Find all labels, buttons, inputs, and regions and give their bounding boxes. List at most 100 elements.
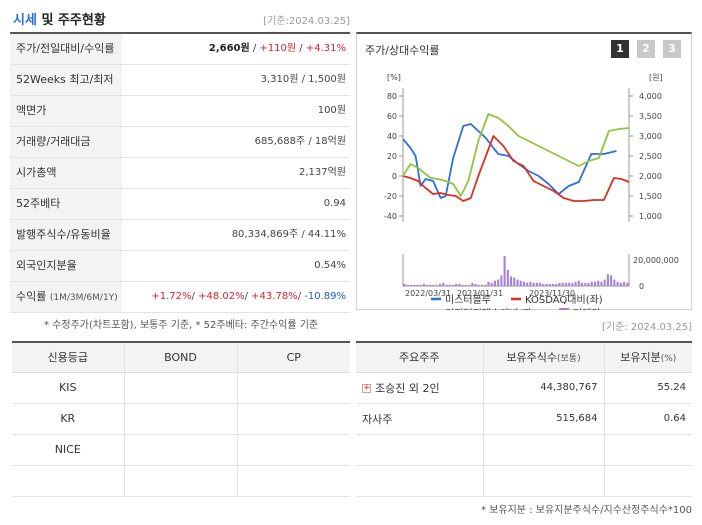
credit-agency: KR bbox=[12, 403, 125, 435]
volume-bar bbox=[445, 284, 448, 286]
series-line-0 bbox=[402, 123, 617, 199]
y-tick-left: 60 bbox=[387, 112, 397, 121]
chart-page-2-button[interactable]: 2 bbox=[637, 40, 655, 58]
volume-bar bbox=[474, 283, 477, 286]
volume-bar bbox=[568, 282, 571, 286]
chart-page-3-button[interactable]: 3 bbox=[663, 40, 681, 58]
holder-shares: 44,380,767 bbox=[483, 372, 605, 404]
volume-bar bbox=[535, 282, 538, 286]
quote-label: 시가총액 bbox=[10, 158, 122, 188]
credit-agency: NICE bbox=[12, 434, 125, 466]
volume-bar bbox=[581, 282, 584, 286]
quote-value: 100원 bbox=[317, 105, 346, 116]
y-tick-right: 3,000 bbox=[639, 132, 662, 141]
volume-bar bbox=[603, 279, 606, 286]
quote-value: 2,660원 / +110원 / +4.31% bbox=[208, 43, 346, 54]
series-line-1 bbox=[402, 135, 630, 202]
credit-header-bond: BOND bbox=[124, 342, 238, 373]
volume-bar bbox=[468, 284, 471, 286]
quote-row: 외국인지분율 0.54% bbox=[10, 251, 350, 282]
base-date-right: [기준: 2024.03.25] bbox=[601, 322, 692, 333]
holders-header-shares: 보유주식수(보통) bbox=[483, 342, 605, 373]
y-tick-left: 80 bbox=[387, 92, 397, 101]
volume-zero-label: 0 bbox=[639, 282, 644, 291]
volume-bar bbox=[471, 282, 474, 286]
quote-row: 시가총액 2,137억원 bbox=[10, 158, 350, 189]
table-row bbox=[356, 434, 692, 466]
chart-page-1-button[interactable]: 1 bbox=[611, 40, 629, 58]
volume-bar bbox=[522, 281, 525, 286]
bond-rating bbox=[124, 465, 238, 497]
cp-rating bbox=[237, 372, 350, 404]
base-date: [기준:2024.03.25] bbox=[263, 16, 350, 27]
quote-value: 685,688주 / 18억원 bbox=[254, 136, 346, 147]
y-tick-right: 3,500 bbox=[639, 112, 662, 121]
volume-bar bbox=[600, 281, 603, 286]
volume-bar bbox=[571, 282, 574, 286]
volume-bar bbox=[426, 284, 429, 286]
y-tick-right: 1,500 bbox=[639, 192, 662, 201]
volume-bar bbox=[558, 282, 561, 286]
quote-table: 주가/전일대비/수익률 2,660원 / +110원 / +4.31% 52Week… bbox=[10, 32, 350, 313]
volume-bar bbox=[490, 282, 493, 286]
holders-footnote: * 보유지분 : 보유지분주식수/지수산정주식수*100 bbox=[481, 505, 692, 516]
volume-bar bbox=[561, 282, 564, 286]
table-row: NICE bbox=[12, 434, 350, 466]
quote-value: +1.72%/ +48.02%/ +43.78%/ -10.89% bbox=[151, 291, 346, 302]
volume-bar bbox=[416, 284, 419, 286]
quote-label: 액면가 bbox=[10, 96, 122, 126]
holders-header-ratio: 보유지분(%) bbox=[604, 342, 692, 373]
table-row: + 조승진 외 2인 44,380,767 55.24 bbox=[356, 372, 692, 404]
y-tick-left: -20 bbox=[384, 192, 397, 201]
y-tick-right: 1,000 bbox=[639, 212, 662, 221]
expand-plus-icon[interactable]: + bbox=[362, 383, 371, 393]
credit-header-cp: CP bbox=[237, 342, 350, 373]
credit-agency: KIS bbox=[12, 372, 125, 404]
holder-ratio: 55.24 bbox=[604, 372, 692, 404]
quote-label: 발행주식수/유동비율 bbox=[10, 220, 122, 250]
volume-bar bbox=[442, 282, 445, 286]
legend-label: 거래량 bbox=[573, 308, 601, 310]
volume-bar bbox=[409, 284, 412, 286]
volume-bar bbox=[555, 283, 558, 286]
holder-name: 자사주 bbox=[356, 403, 484, 435]
quote-row: 주가/전일대비/수익률 2,660원 / +110원 / +4.31% bbox=[10, 34, 350, 65]
quote-row: 수익률 (1M/3M/6M/1Y) +1.72%/ +48.02%/ +43.78… bbox=[10, 282, 350, 313]
quote-value: 2,137억원 bbox=[298, 167, 346, 178]
chart-title: 주가/상대수익률 bbox=[365, 44, 440, 57]
y-tick-left: 0 bbox=[392, 172, 397, 181]
volume-bar bbox=[532, 282, 535, 286]
quote-value: 0.94 bbox=[323, 198, 346, 209]
holder-name[interactable]: + 조승진 외 2인 bbox=[356, 372, 484, 404]
volume-bar bbox=[458, 283, 461, 286]
volume-bar bbox=[597, 280, 600, 286]
volume-bar bbox=[403, 283, 406, 286]
cp-rating bbox=[237, 465, 350, 497]
right-axis-unit: [원] bbox=[649, 73, 663, 82]
volume-bar bbox=[577, 280, 580, 286]
y-tick-right: 4,000 bbox=[639, 92, 662, 101]
bond-rating bbox=[124, 434, 238, 466]
y-tick-left: -40 bbox=[384, 212, 397, 221]
quote-label: 52주베타 bbox=[10, 189, 122, 219]
volume-bar bbox=[516, 279, 519, 286]
volume-bar bbox=[448, 284, 451, 286]
bond-rating bbox=[124, 403, 238, 435]
bond-rating bbox=[124, 372, 238, 404]
quote-row: 52Weeks 최고/최저 3,310원 / 1,500원 bbox=[10, 65, 350, 96]
quote-label: 수익률 (1M/3M/6M/1Y) bbox=[10, 282, 122, 312]
volume-bar bbox=[513, 277, 516, 286]
volume-bar bbox=[480, 284, 484, 286]
quote-row: 액면가 100원 bbox=[10, 96, 350, 127]
volume-bar bbox=[616, 281, 619, 286]
holder-ratio: 0.64 bbox=[604, 403, 692, 435]
volume-bar bbox=[506, 270, 509, 286]
cp-rating bbox=[237, 434, 350, 466]
table-row: 자사주 515,684 0.64 bbox=[356, 403, 692, 435]
volume-bar bbox=[451, 284, 454, 286]
volume-bar bbox=[593, 281, 597, 286]
quote-row: 52주베타 0.94 bbox=[10, 189, 350, 220]
volume-bar bbox=[613, 279, 616, 286]
holder-ratio bbox=[604, 465, 692, 497]
volume-bar bbox=[519, 280, 522, 286]
